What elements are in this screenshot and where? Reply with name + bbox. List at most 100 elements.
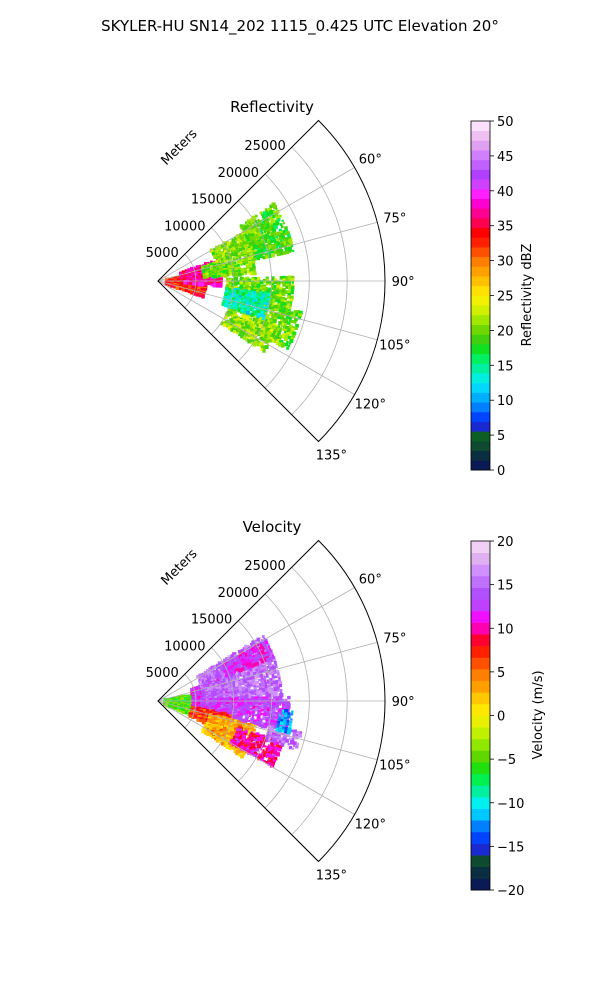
r-tick-label: 15000 [191, 193, 232, 208]
theta-tick-label: 120° [355, 398, 386, 413]
colorbar-swatch [471, 657, 490, 670]
colorbar-tick-label: 10 [497, 394, 514, 409]
colorbar-swatch [471, 808, 490, 821]
colorbar-tick-label: 5 [497, 429, 505, 444]
velocity-panel: Velocity Meters 5000 10000 15000 20000 25000… [146, 518, 546, 899]
colorbar-tick-label: −10 [497, 797, 524, 812]
r-tick-label: 20000 [218, 166, 259, 181]
colorbar-swatch [471, 460, 490, 471]
theta-tick-label: 135° [316, 868, 347, 883]
colorbar-swatch [471, 150, 490, 161]
r-tick-label: 20000 [218, 586, 259, 601]
colorbar-swatch [471, 610, 490, 623]
colorbar-swatch [471, 599, 490, 612]
reflectivity-r-axis-label: Meters [159, 126, 201, 168]
theta-tick-label: 90° [392, 275, 415, 290]
theta-tick-label: 60° [359, 152, 382, 167]
data-region-2 [196, 635, 284, 703]
colorbar-tick-label: −5 [497, 753, 516, 768]
colorbar-swatch [471, 247, 490, 258]
data-region-3 [221, 639, 275, 677]
colorbar-swatch [471, 431, 490, 442]
theta-tick-label: 135° [316, 448, 347, 463]
colorbar-swatch [471, 217, 490, 229]
colorbar-tick-label: 10 [497, 622, 514, 637]
colorbar-tick-label: 45 [497, 150, 514, 165]
data-region-7 [220, 306, 279, 353]
theta-tick-label: 75° [383, 212, 406, 227]
r-tick-label: 25000 [244, 139, 285, 154]
colorbar-swatch [471, 198, 490, 209]
colorbar-tick-label: −20 [497, 884, 524, 899]
colorbar-swatch [471, 575, 490, 588]
colorbar-swatch [471, 402, 490, 413]
colorbar-swatch [471, 843, 490, 856]
reflectivity-grid [157, 119, 386, 443]
colorbar-swatch [471, 188, 490, 199]
colorbar-swatch [471, 276, 490, 287]
colorbar-swatch [471, 622, 490, 635]
data-region-7 [230, 726, 284, 768]
theta-tick-label: 90° [392, 695, 415, 710]
colorbar-swatch [471, 179, 490, 190]
reflectivity-colorbar: 0 5 10 15 20 25 30 35 40 45 50 [470, 115, 514, 479]
colorbar-swatch [471, 715, 490, 728]
colorbar-tick-label: 35 [497, 220, 514, 235]
theta-tick-label: 60° [359, 572, 382, 587]
colorbar-swatch [471, 878, 490, 891]
velocity-colorbar-label: Velocity (m/s) [531, 670, 546, 759]
colorbar-swatch [471, 750, 490, 763]
colorbar-tick-label: 20 [497, 535, 514, 550]
colorbar-swatch [471, 831, 490, 844]
colorbar-swatch [471, 343, 490, 355]
colorbar-swatch [471, 382, 490, 393]
data-region-8 [221, 287, 271, 321]
colorbar-swatch [471, 421, 490, 432]
theta-tick-label: 105° [379, 758, 410, 773]
reflectivity-title: Reflectivity [230, 98, 314, 116]
colorbar-swatch [471, 208, 490, 219]
r-tick-label: 15000 [191, 613, 232, 628]
velocity-r-ticks: 5000 10000 15000 20000 25000 [146, 559, 286, 681]
colorbar-swatch [471, 363, 490, 374]
figure-suptitle: SKYLER-HU SN14_202 1115_0.425 UTC Elevat… [101, 17, 499, 36]
colorbar-swatch [471, 373, 490, 384]
r-tick-label: 5000 [146, 666, 179, 681]
theta-tick-label: 75° [383, 632, 406, 647]
colorbar-swatch [471, 773, 490, 786]
colorbar-swatch [471, 140, 490, 151]
colorbar-tick-label: 25 [497, 290, 514, 305]
colorbar-tick-label: 40 [497, 185, 514, 200]
colorbar-swatch [471, 169, 490, 180]
colorbar-swatch [471, 762, 490, 775]
colorbar-swatch [471, 645, 490, 658]
colorbar-tick-label: 5 [497, 666, 505, 681]
data-region-9 [275, 709, 294, 735]
colorbar-swatch [471, 692, 490, 705]
velocity-colorbar: −20 −15 −10 −5 0 5 10 15 20 [470, 535, 524, 899]
reflectivity-colorbar-label: Reflectivity dBZ [520, 244, 535, 347]
reflectivity-theta-ticks: 60° 75° 90° 105° 120° 135° [316, 152, 415, 463]
colorbar-swatch [471, 324, 490, 335]
theta-tick-label: 105° [379, 338, 410, 353]
colorbar-swatch [471, 256, 490, 267]
r-tick-label: 25000 [244, 559, 285, 574]
colorbar-swatch [471, 295, 490, 306]
colorbar-swatch [471, 564, 490, 577]
colorbar-tick-label: 50 [497, 115, 514, 130]
colorbar-swatch [471, 121, 490, 132]
colorbar-tick-label: 0 [497, 464, 505, 479]
colorbar-swatch [471, 820, 490, 833]
colorbar-swatch [471, 866, 490, 879]
colorbar-swatch [471, 541, 490, 554]
r-tick-label: 10000 [164, 219, 205, 234]
colorbar-swatch [471, 703, 490, 716]
reflectivity-panel: Reflectivity Meters 5000 10000 15000 20000 2… [146, 98, 535, 479]
colorbar-tick-label: 0 [497, 710, 505, 725]
colorbar-swatch [471, 334, 490, 345]
colorbar-swatch [471, 237, 490, 248]
reflectivity-r-ticks: 5000 10000 15000 20000 25000 [146, 139, 286, 261]
colorbar-swatch [471, 266, 490, 277]
velocity-data-marks [163, 635, 303, 768]
